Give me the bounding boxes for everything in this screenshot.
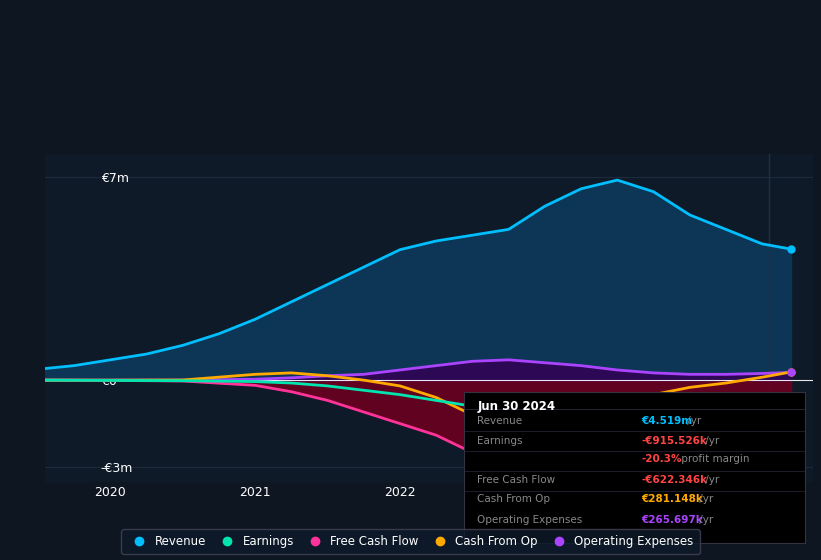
Text: Jun 30 2024: Jun 30 2024: [478, 400, 556, 413]
Legend: Revenue, Earnings, Free Cash Flow, Cash From Op, Operating Expenses: Revenue, Earnings, Free Cash Flow, Cash …: [122, 529, 699, 554]
Text: -20.3%: -20.3%: [641, 454, 681, 464]
Text: -€622.346k: -€622.346k: [641, 475, 707, 485]
Text: Earnings: Earnings: [478, 436, 523, 446]
Text: €265.697k: €265.697k: [641, 515, 703, 525]
Text: /yr: /yr: [702, 436, 720, 446]
Text: /yr: /yr: [696, 515, 713, 525]
Text: profit margin: profit margin: [678, 454, 750, 464]
Text: Revenue: Revenue: [478, 417, 523, 427]
Text: /yr: /yr: [696, 494, 713, 505]
Text: Operating Expenses: Operating Expenses: [478, 515, 583, 525]
Text: Free Cash Flow: Free Cash Flow: [478, 475, 556, 485]
Text: €281.148k: €281.148k: [641, 494, 703, 505]
Text: Cash From Op: Cash From Op: [478, 494, 551, 505]
Text: /yr: /yr: [684, 417, 701, 427]
Text: /yr: /yr: [702, 475, 720, 485]
Text: -€915.526k: -€915.526k: [641, 436, 707, 446]
Text: €4.519m: €4.519m: [641, 417, 692, 427]
